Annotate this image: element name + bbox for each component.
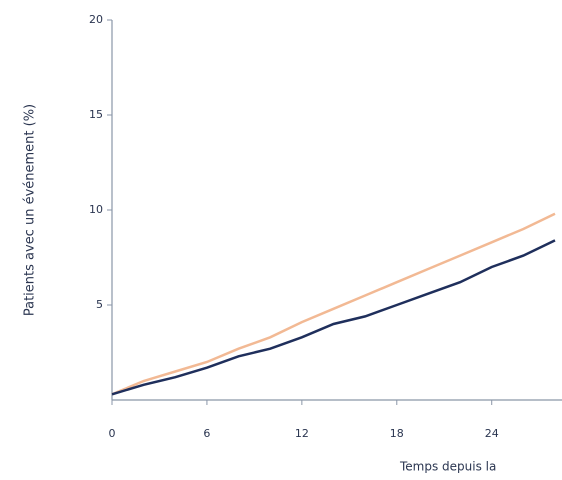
series-line — [111, 239, 556, 396]
x-tick-label: 12 — [295, 427, 309, 440]
y-tick-label: 5 — [96, 298, 103, 311]
x-tick-label: 24 — [485, 427, 499, 440]
series-line — [111, 212, 556, 396]
y-axis-title: Patients avec un événement (%) — [23, 104, 38, 316]
x-tick-label: 18 — [390, 427, 404, 440]
x-axis-title: Temps depuis la — [399, 460, 496, 474]
y-tick-label: 15 — [89, 108, 103, 121]
y-tick-label: 20 — [89, 13, 103, 26]
y-tick-label: 10 — [89, 203, 103, 216]
x-tick-label: 6 — [203, 427, 210, 440]
x-tick-label: 0 — [109, 427, 116, 440]
